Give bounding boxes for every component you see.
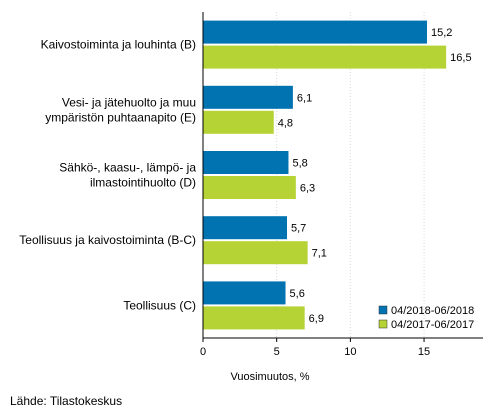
value-labels: 15,2 16,5 6,1 4,8 5,8 6,3 5,7 7,1 5,6 6,9 (278, 27, 472, 325)
legend-swatch-2 (378, 319, 388, 329)
bar-2-1 (203, 45, 447, 69)
bar-1-4 (203, 216, 287, 240)
value-label-2-4: 7,1 (312, 248, 327, 260)
legend-label-2: 04/2017-06/2017 (391, 319, 474, 331)
category-label-3: Sähkö-, kaasu-, lämpö- ja (59, 161, 196, 175)
legend-label-1: 04/2018-06/2018 (391, 305, 474, 317)
category-labels: Kaivostoiminta ja louhinta (B) Vesi- ja j… (19, 38, 196, 313)
value-label-1-1: 15,2 (431, 27, 452, 39)
bars (203, 20, 447, 330)
bar-2-5 (203, 306, 305, 330)
category-label-5: Teollisuus (C) (123, 298, 196, 312)
category-label-1: Kaivostoiminta ja louhinta (B) (41, 38, 196, 52)
value-label-1-3: 5,8 (292, 158, 307, 170)
value-label-2-2: 4,8 (278, 117, 293, 129)
bar-2-2 (203, 110, 274, 134)
value-label-1-5: 5,6 (290, 288, 305, 300)
x-axis-title: Vuosimuutos, % (230, 371, 309, 383)
bar-2-4 (203, 241, 308, 265)
value-label-1-2: 6,1 (297, 92, 312, 104)
value-label-2-1: 16,5 (450, 52, 471, 64)
x-tick-label-15: 15 (418, 346, 430, 358)
value-label-1-4: 5,7 (291, 223, 306, 235)
legend: 04/2018-06/2018 04/2017-06/2017 (378, 305, 474, 331)
value-label-2-3: 6,3 (300, 183, 315, 195)
category-label-2: ympäristön puhtaanapito (E) (45, 110, 196, 124)
bar-1-1 (203, 20, 427, 44)
x-axis: 0 5 10 15 (200, 12, 483, 358)
x-tick-label-5: 5 (274, 346, 280, 358)
bar-1-3 (203, 151, 289, 174)
category-label-4: Teollisuus ja kaivostoiminta (B-C) (19, 233, 196, 247)
x-tick-label-10: 10 (344, 346, 356, 358)
bar-1-5 (203, 281, 286, 305)
bar-2-3 (203, 176, 296, 199)
x-tick-label-0: 0 (200, 346, 206, 358)
bar-1-2 (203, 85, 293, 109)
category-label-3: ilmastointihuolto (D) (90, 176, 196, 190)
value-label-2-5: 6,9 (309, 313, 324, 325)
legend-swatch-1 (378, 305, 388, 315)
category-label-2: Vesi- ja jätehuolto ja muu (62, 95, 196, 109)
source-note: Lähde: Tilastokeskus (10, 394, 122, 408)
